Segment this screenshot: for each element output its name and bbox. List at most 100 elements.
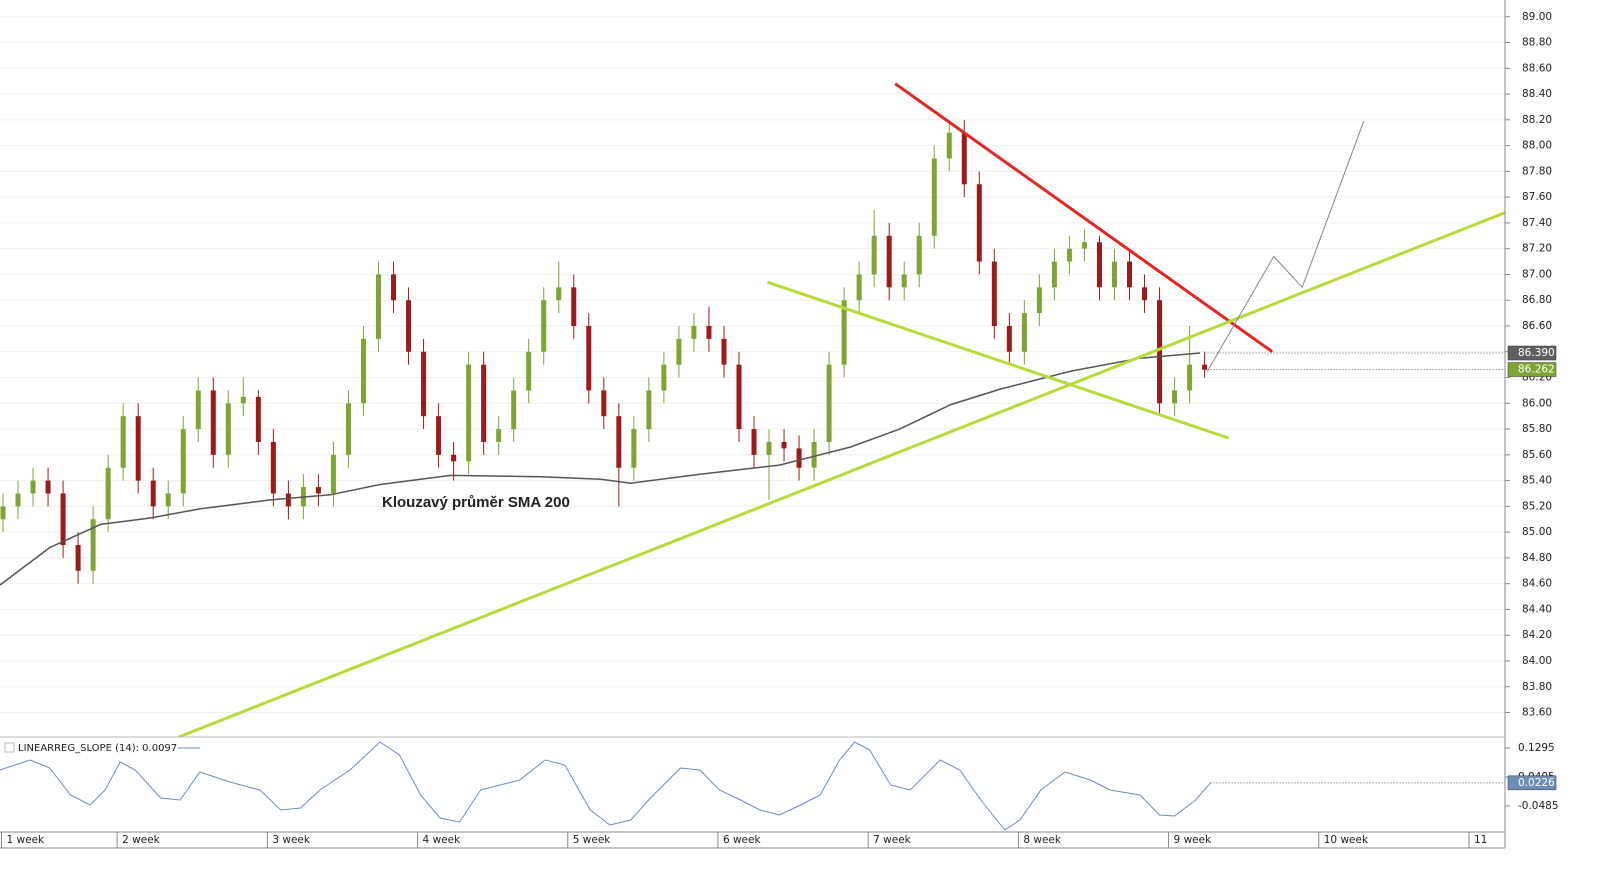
overlay-line [1207, 120, 1365, 372]
x-tick-label: 11 [1474, 834, 1487, 846]
candle-body [240, 396, 246, 404]
overlay-line [0, 352, 1201, 586]
candle-body [721, 338, 727, 365]
candle-body [556, 287, 562, 301]
candle-body [901, 274, 907, 288]
main-panel [0, 82, 1505, 737]
annotation: Klouzavý průměr SMA 200 [382, 494, 570, 511]
candle-body [751, 429, 757, 455]
candle-body [676, 338, 682, 365]
candle-body [631, 429, 637, 468]
x-tick-label: 6 week [723, 834, 762, 846]
candle-body [315, 487, 321, 494]
y-tick-label: 86.00 [1522, 397, 1552, 409]
candle-body [451, 454, 457, 462]
candle-body [736, 364, 742, 430]
candle-body [255, 396, 261, 442]
candle-body [841, 300, 847, 365]
candle-body [646, 390, 652, 430]
candle-body [150, 480, 156, 507]
y-tick-label: 84.40 [1522, 603, 1552, 615]
candle-body [811, 441, 817, 468]
y-tick-label: 88.40 [1522, 88, 1552, 100]
y-tick-label: 84.00 [1522, 655, 1552, 667]
candle-body [991, 261, 997, 326]
candle-body [661, 364, 667, 391]
candle-body [781, 441, 787, 449]
candle-body [135, 416, 141, 481]
y-tick-label: 85.00 [1522, 526, 1552, 538]
candle-body [481, 364, 487, 442]
candle-body [15, 493, 21, 507]
candle-body [180, 429, 186, 494]
candle-body [586, 325, 592, 391]
y-tick-label: 87.60 [1522, 191, 1552, 203]
candle-body [210, 390, 216, 455]
indicator-panel [0, 741, 1211, 831]
y-tick-label: 84.60 [1522, 578, 1552, 590]
y-tick-label: 87.80 [1522, 165, 1552, 177]
y-tick-label: 83.60 [1522, 707, 1552, 719]
y-tick-label: 84.80 [1522, 552, 1552, 564]
candle-body [436, 416, 442, 455]
candle-body [466, 364, 472, 462]
overlay-line [894, 82, 1274, 353]
candle-body [1096, 242, 1102, 288]
candle-body [330, 454, 336, 494]
candle-body [105, 467, 111, 520]
price-label-box [1507, 345, 1557, 361]
y-tick-label: 83.80 [1522, 681, 1552, 693]
y-tick-label: 84.20 [1522, 629, 1552, 641]
candle-body [1051, 261, 1057, 288]
candle-body [496, 429, 502, 442]
candle-body [285, 493, 291, 507]
candle-body [360, 338, 366, 404]
axes: LINEARREG_SLOPE (14): 0.0097 Klouzavý pr… [0, 0, 1559, 849]
candle-body [691, 325, 697, 339]
candle-body [1066, 248, 1072, 262]
y-tick-label: 85.40 [1522, 475, 1552, 487]
candle-body [601, 390, 607, 417]
candle-body [30, 480, 36, 494]
candle-body [345, 403, 351, 455]
price-label-box [1507, 362, 1557, 377]
candle-body [511, 390, 517, 430]
y-tick-label: 88.20 [1522, 114, 1552, 126]
candle-body [1202, 364, 1208, 370]
candle-body [1157, 300, 1163, 404]
candle-body [1081, 242, 1087, 249]
candle-body [165, 493, 171, 507]
labels: 86.390 86.262 0.0226 [1204, 345, 1557, 791]
candle-body [270, 441, 276, 494]
overlay-line [767, 280, 1230, 440]
candle-body [976, 184, 982, 262]
y-tick-label: -0.0485 [1518, 800, 1559, 812]
candle-body [406, 300, 412, 352]
price-label: 86.262 [1518, 364, 1555, 376]
candle-body [706, 325, 712, 339]
candle-body [1187, 364, 1193, 391]
candle-body [1172, 390, 1178, 404]
candle-body [526, 351, 532, 391]
candle-body [1127, 261, 1133, 288]
price-label: 86.390 [1518, 347, 1555, 359]
x-tick-label: 9 week [1174, 834, 1213, 846]
candle-body [796, 448, 802, 468]
candle-body [766, 441, 772, 455]
x-tick-label: 5 week [573, 834, 612, 846]
candle-body [886, 235, 892, 288]
candle-body [826, 364, 832, 442]
x-tick-label: 4 week [423, 834, 462, 846]
candle-body [856, 274, 862, 301]
overlay-line [178, 211, 1505, 737]
y-tick-label: 88.80 [1522, 37, 1552, 49]
y-tick-label: 0.1295 [1518, 742, 1555, 754]
candle-body [916, 235, 922, 275]
candle-body [376, 274, 382, 339]
candle-body [616, 416, 622, 468]
candle-body [1036, 287, 1042, 314]
candle-body [1142, 287, 1148, 301]
candle-body [225, 403, 231, 455]
